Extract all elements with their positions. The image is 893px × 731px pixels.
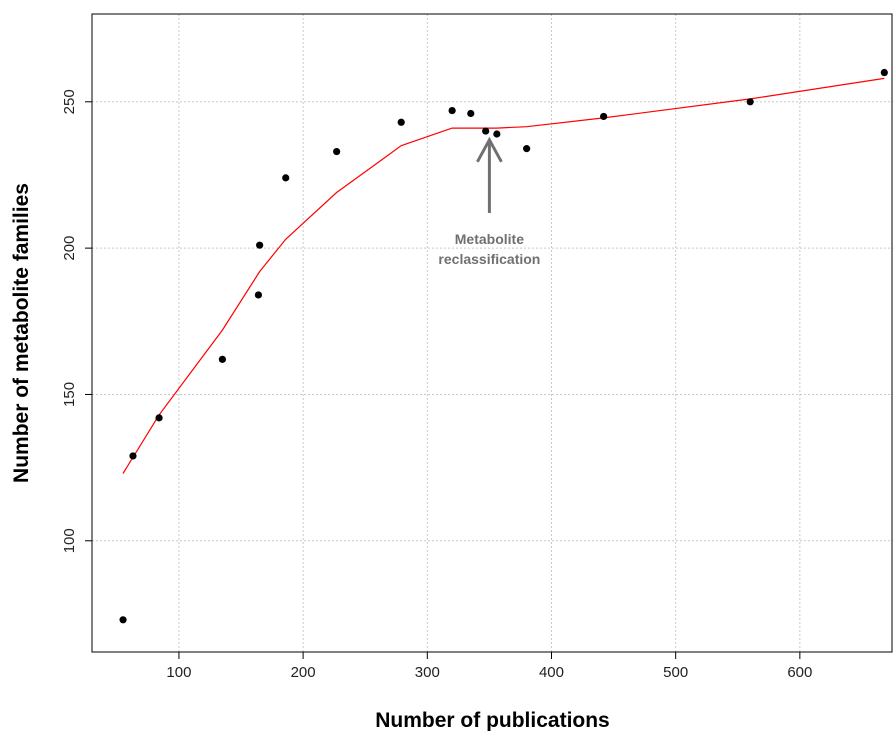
- x-tick-label: 100: [166, 664, 191, 681]
- y-tick-label: 200: [61, 236, 78, 261]
- data-point: [155, 414, 163, 422]
- annotation-text-line: reclassification: [438, 251, 540, 267]
- annotation: Metabolite reclassification: [438, 136, 540, 267]
- data-point: [397, 118, 405, 126]
- fit-line-path: [122, 77, 885, 474]
- x-axis-title: Number of publications: [375, 709, 610, 731]
- data-point: [129, 452, 137, 460]
- y-tick-label: 100: [61, 528, 78, 553]
- annotation-text-line: Metabolite: [455, 231, 524, 247]
- data-point: [282, 174, 290, 182]
- data-point: [448, 106, 456, 115]
- x-tick-label: 300: [415, 664, 440, 681]
- x-tick-label: 200: [291, 664, 316, 681]
- grid-lines: [92, 14, 893, 652]
- data-point: [493, 130, 501, 138]
- x-tick-label: 400: [539, 664, 564, 681]
- plot-frame: [91, 13, 893, 653]
- data-point: [600, 112, 608, 121]
- fitted-line: [122, 77, 885, 474]
- data-point: [523, 145, 531, 153]
- y-axis-title: Number of metabolite families: [10, 183, 33, 483]
- data-point: [218, 355, 226, 363]
- y-tick-label: 150: [61, 382, 78, 407]
- data-point: [254, 291, 263, 299]
- data-point: [746, 98, 754, 106]
- data-point: [880, 68, 888, 77]
- x-tick-label: 500: [663, 664, 688, 681]
- data-point: [467, 109, 475, 118]
- annotation-arrow-head: [476, 136, 503, 163]
- data-point: [333, 147, 341, 156]
- x-tick-label: 600: [787, 664, 812, 681]
- y-tick-label: 250: [61, 89, 78, 114]
- data-points: [119, 68, 888, 624]
- y-axis: 100 150 200 250: [61, 89, 92, 553]
- x-axis: 100 200 300 400 500 600: [166, 652, 812, 681]
- data-point: [119, 616, 127, 624]
- data-point: [256, 241, 264, 249]
- data-point: [482, 127, 490, 135]
